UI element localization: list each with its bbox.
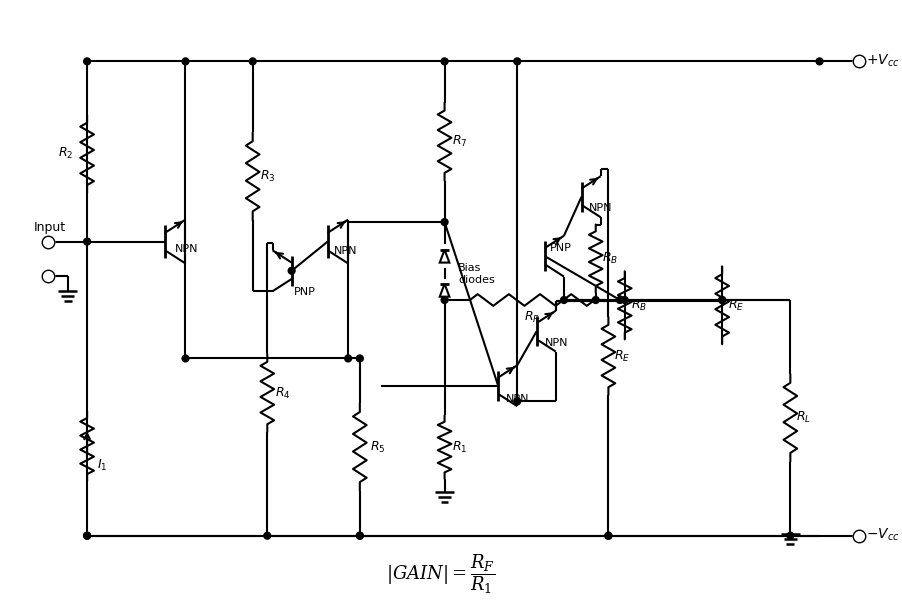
Text: $R_3$: $R_3$ — [261, 169, 276, 184]
Text: $R_E$: $R_E$ — [728, 298, 744, 313]
Circle shape — [605, 533, 612, 539]
Circle shape — [441, 58, 448, 65]
Text: $R_5$: $R_5$ — [370, 440, 385, 454]
Text: PNP: PNP — [549, 243, 572, 253]
Text: $R_7$: $R_7$ — [453, 134, 468, 149]
Text: $R_2$: $R_2$ — [58, 146, 73, 162]
Text: $|GAIN| = \dfrac{R_F}{R_1}$: $|GAIN| = \dfrac{R_F}{R_1}$ — [386, 553, 495, 597]
Circle shape — [182, 355, 189, 362]
Text: $R_4$: $R_4$ — [275, 386, 290, 401]
Circle shape — [719, 296, 725, 303]
Text: NPN: NPN — [506, 394, 529, 404]
Circle shape — [356, 533, 364, 539]
Circle shape — [816, 58, 823, 65]
Circle shape — [441, 218, 448, 226]
Circle shape — [719, 296, 725, 303]
Text: PNP: PNP — [293, 287, 316, 297]
Circle shape — [356, 533, 364, 539]
Circle shape — [84, 533, 90, 539]
Text: NPN: NPN — [545, 338, 568, 348]
Circle shape — [514, 58, 520, 65]
Circle shape — [249, 58, 256, 65]
Text: $+V_{cc}$: $+V_{cc}$ — [866, 52, 900, 68]
Text: NPN: NPN — [334, 246, 357, 256]
Text: Input: Input — [33, 221, 66, 234]
Circle shape — [84, 58, 90, 65]
Text: $-V_{cc}$: $-V_{cc}$ — [866, 526, 900, 543]
Text: NPN: NPN — [175, 245, 198, 254]
Circle shape — [345, 355, 352, 362]
Circle shape — [605, 533, 612, 539]
Circle shape — [621, 296, 628, 303]
Circle shape — [514, 398, 520, 404]
Circle shape — [441, 296, 448, 303]
Circle shape — [182, 58, 189, 65]
Text: NPN: NPN — [589, 204, 612, 213]
Circle shape — [84, 238, 90, 245]
Circle shape — [616, 296, 623, 303]
Text: $I_1$: $I_1$ — [97, 458, 107, 473]
Text: $R_E$: $R_E$ — [614, 348, 630, 364]
Text: $R_F$: $R_F$ — [524, 310, 540, 325]
Circle shape — [787, 533, 794, 539]
Circle shape — [264, 533, 271, 539]
Circle shape — [593, 296, 599, 303]
Circle shape — [356, 355, 364, 362]
Circle shape — [560, 296, 567, 303]
Text: $R_L$: $R_L$ — [796, 411, 811, 425]
Text: $R_1$: $R_1$ — [453, 440, 468, 454]
Text: $R_B$: $R_B$ — [630, 298, 647, 313]
Circle shape — [84, 533, 90, 539]
Circle shape — [289, 267, 295, 274]
Text: Bias
diodes: Bias diodes — [458, 263, 495, 284]
Text: $R_B$: $R_B$ — [602, 251, 618, 266]
